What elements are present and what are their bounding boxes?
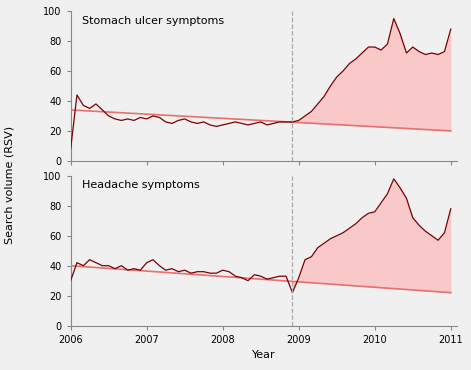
X-axis label: Year: Year — [252, 350, 276, 360]
Text: Headache symptoms: Headache symptoms — [82, 180, 200, 190]
Text: Search volume (RSV): Search volume (RSV) — [4, 126, 15, 244]
Text: Stomach ulcer symptoms: Stomach ulcer symptoms — [82, 16, 224, 26]
